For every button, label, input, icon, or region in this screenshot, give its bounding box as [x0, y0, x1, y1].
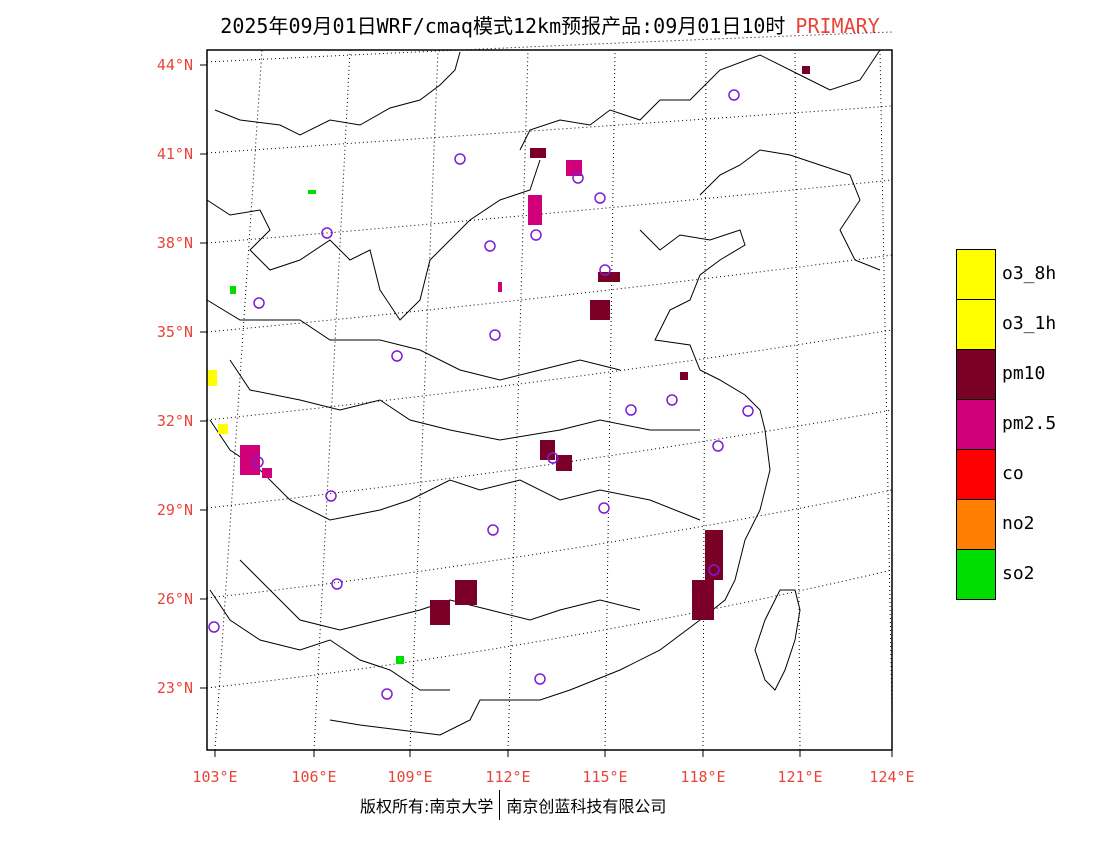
legend-label: o3_1h: [1002, 313, 1057, 334]
latitude-labels: 44°N 41°N 38°N 35°N 32°N 29°N 26°N 23°N: [157, 56, 193, 697]
station-markers: [208, 89, 754, 700]
legend-label: so2: [1002, 563, 1035, 584]
lon-label: 106°E: [291, 768, 336, 786]
lon-label: 124°E: [869, 768, 914, 786]
lon-label: 118°E: [680, 768, 725, 786]
legend-swatch: [956, 499, 996, 550]
lat-label: 29°N: [157, 501, 193, 519]
pollutant-cells: [207, 66, 810, 664]
legend-swatch: [956, 249, 996, 300]
lat-label: 32°N: [157, 412, 193, 430]
graticule: [206, 31, 893, 751]
legend-label: pm2.5: [1002, 413, 1057, 434]
map-frame: [206, 49, 893, 751]
legend-swatch: [956, 399, 996, 450]
lon-label: 115°E: [582, 768, 627, 786]
lon-label: 112°E: [485, 768, 530, 786]
lat-label: 38°N: [157, 234, 193, 252]
legend-swatch: [956, 549, 996, 600]
title-tag: PRIMARY: [795, 14, 880, 38]
lon-label: 103°E: [192, 768, 237, 786]
longitude-labels: 103°E 106°E 109°E 112°E 115°E 118°E 121°…: [192, 768, 914, 786]
map-title: 2025年09月01日WRF/cmaq模式12km预报产品:09月01日10时 P…: [0, 10, 1100, 39]
footer-company: 南京创蓝科技有限公司: [506, 797, 667, 816]
legend-label: no2: [1002, 513, 1035, 534]
lat-label: 35°N: [157, 323, 193, 341]
legend-label: o3_8h: [1002, 263, 1057, 284]
lat-label: 41°N: [157, 145, 193, 163]
copyright-footer: 版权所有:南京大学 南京创蓝科技有限公司: [360, 790, 666, 820]
lon-label: 109°E: [387, 768, 432, 786]
legend-swatch: [956, 349, 996, 400]
lat-label: 26°N: [157, 590, 193, 608]
footer-owner: 版权所有:南京大学: [360, 797, 494, 816]
axis-ticks: [200, 64, 893, 757]
title-main: 2025年09月01日WRF/cmaq模式12km预报产品:09月01日10时: [220, 14, 786, 38]
lat-label: 23°N: [157, 679, 193, 697]
lon-label: 121°E: [777, 768, 822, 786]
legend-swatch: [956, 299, 996, 350]
legend-label: pm10: [1002, 363, 1046, 384]
lat-label: 44°N: [157, 56, 193, 74]
footer-divider: [499, 790, 501, 820]
legend-label: co: [1002, 463, 1024, 484]
legend-swatch: [956, 449, 996, 500]
